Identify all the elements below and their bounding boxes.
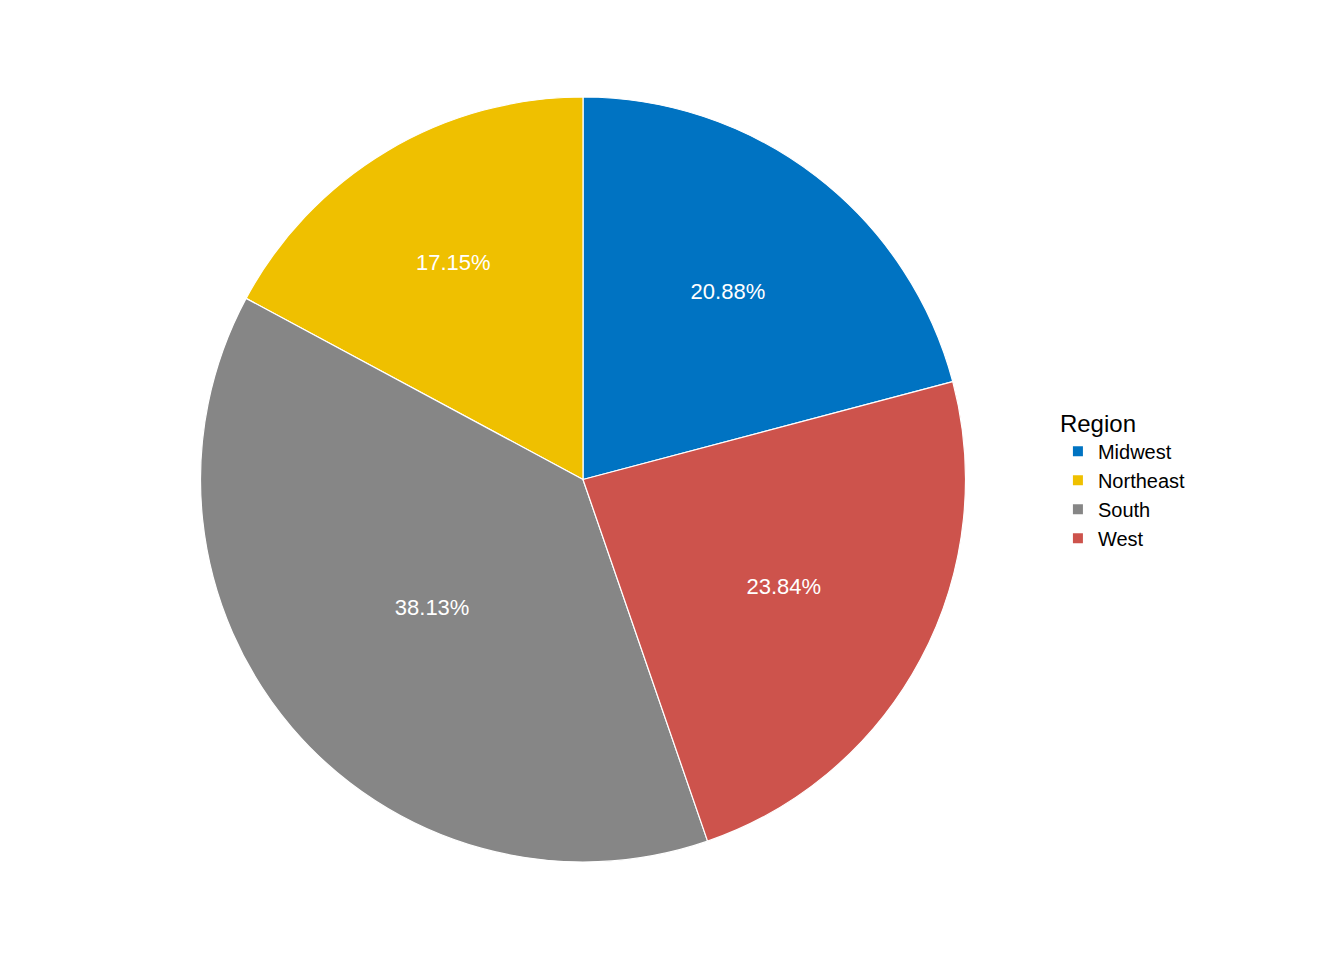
svg-text:Midwest: Midwest bbox=[1098, 441, 1172, 463]
svg-text:South: South bbox=[1098, 499, 1150, 521]
svg-text:Northeast: Northeast bbox=[1098, 470, 1185, 492]
svg-text:17.15%: 17.15% bbox=[416, 250, 491, 275]
svg-text:23.84%: 23.84% bbox=[746, 574, 821, 599]
svg-text:Region: Region bbox=[1060, 410, 1136, 437]
svg-text:38.13%: 38.13% bbox=[395, 595, 470, 620]
svg-text:West: West bbox=[1098, 528, 1144, 550]
svg-text:20.88%: 20.88% bbox=[691, 279, 766, 304]
